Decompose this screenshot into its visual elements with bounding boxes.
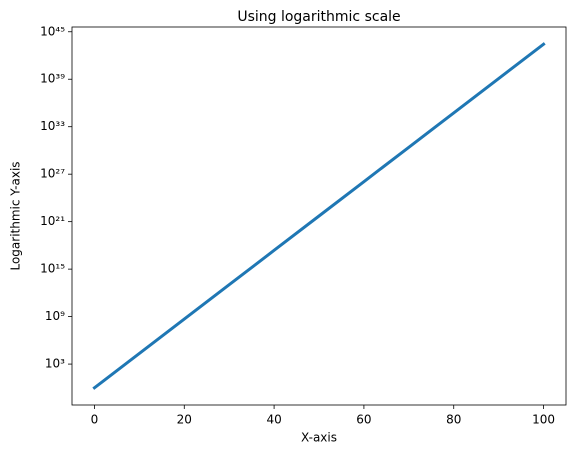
y-axis-label: Logarithmic Y-axis bbox=[9, 161, 23, 270]
y-tick-label: 10³⁹ bbox=[40, 72, 65, 86]
data-line bbox=[92, 42, 546, 390]
chart-title: Using logarithmic scale bbox=[237, 9, 400, 25]
y-tick-label: 10⁴⁵ bbox=[40, 24, 65, 38]
x-axis-label: X-axis bbox=[301, 431, 337, 445]
x-tick-label: 20 bbox=[177, 413, 192, 427]
x-tick-label: 40 bbox=[266, 413, 281, 427]
y-tick-label: 10²¹ bbox=[40, 214, 65, 228]
axes-frame bbox=[71, 26, 567, 406]
y-tick-label: 10³ bbox=[45, 357, 65, 371]
y-tick-label: 10²⁷ bbox=[40, 167, 65, 181]
x-tick-label: 80 bbox=[446, 413, 461, 427]
y-tick-label: 10³³ bbox=[40, 119, 65, 133]
x-tick-label: 60 bbox=[356, 413, 371, 427]
y-tick-label: 10⁹ bbox=[45, 309, 65, 323]
x-tick-label: 100 bbox=[532, 413, 555, 427]
x-tick-label: 0 bbox=[91, 413, 99, 427]
y-tick-label: 10¹⁵ bbox=[40, 262, 65, 276]
